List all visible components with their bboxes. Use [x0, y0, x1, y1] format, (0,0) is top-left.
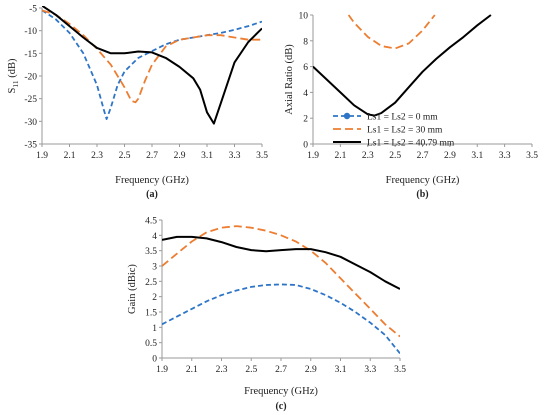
- panel-caption: (a): [146, 189, 158, 200]
- x-tick-label: 2.7: [275, 365, 287, 375]
- legend-label-ls-40: Ls1 = Ls2 = 40.79 mm: [367, 139, 455, 149]
- x-tick-label: 2.9: [444, 151, 456, 161]
- x-tick-label: 3.5: [394, 365, 406, 375]
- x-tick-label: 2.5: [389, 151, 401, 161]
- x-tick-label: 2.1: [334, 151, 346, 161]
- x-tick-label: 2.5: [245, 365, 257, 375]
- x-tick-label: 2.1: [186, 365, 198, 375]
- series-line-ls-0: [42, 9, 262, 120]
- panel-caption: (b): [416, 189, 428, 200]
- series-line-ls-0: [162, 283, 400, 354]
- series-line-ls-40: [313, 14, 492, 117]
- y-axis-label-unit: (dB): [7, 58, 18, 80]
- legend-label-ls-30: Ls1 = Ls2 = 30 mm: [367, 126, 443, 136]
- x-tick-label: 2.3: [91, 151, 103, 161]
- y-tick-label: 3: [152, 263, 157, 273]
- chart-panel-2: 1.9 2.1 2.3 2.5 2.7 2.9 3.1 3.3 3.5 0 2 4 6 8 10 Freque…: [284, 12, 538, 201]
- x-tick-label: 3.1: [471, 151, 483, 161]
- x-tick-label: 2.7: [417, 151, 429, 161]
- y-axis-label-subscript: 11: [11, 80, 20, 87]
- y-tick-label: -20: [24, 73, 37, 83]
- series-line-ls-30: [347, 14, 436, 50]
- legend: Ls1 = Ls2 = 0 mm Ls1 = Ls2 = 30 mm Ls1 = L…: [333, 113, 455, 149]
- y-tick-label: 1.5: [145, 309, 157, 319]
- y-tick-label: -35: [24, 141, 37, 151]
- y-tick-label: 2.5: [145, 278, 157, 288]
- x-tick-label: 2.9: [174, 151, 186, 161]
- x-tick-label: 2.3: [362, 151, 374, 161]
- x-axis-label: Frequency (GHz): [115, 175, 189, 186]
- x-tick-label: 3.3: [499, 151, 511, 161]
- x-tick-label: 2.9: [305, 365, 317, 375]
- series-line-ls-40: [162, 235, 400, 290]
- y-tick-label: 0: [152, 355, 157, 365]
- y-axis-label: Gain (dBic): [127, 264, 138, 314]
- y-tick-label: -5: [29, 5, 37, 15]
- y-tick-label: 4.5: [145, 217, 157, 227]
- x-tick-label: 1.9: [156, 365, 168, 375]
- x-tick-label: 2.3: [216, 365, 228, 375]
- x-tick-label: 3.3: [364, 365, 376, 375]
- legend-marker-ls-0: [343, 112, 351, 120]
- x-axis-label: Frequency (GHz): [244, 386, 318, 397]
- x-tick-label: 3.5: [256, 151, 268, 161]
- x-tick-label: 3.5: [526, 151, 538, 161]
- y-axis-label: Axial Ratio (dB): [284, 44, 295, 115]
- y-tick-label: 4: [152, 232, 157, 242]
- x-tick-label: 2.5: [119, 151, 131, 161]
- legend-label-ls-0: Ls1 = Ls2 = 0 mm: [367, 113, 438, 123]
- y-tick-label: 8: [303, 37, 308, 47]
- y-tick-label: -10: [24, 27, 37, 37]
- y-tick-label: 1: [152, 324, 157, 334]
- series-line-ls-30: [162, 225, 400, 338]
- y-tick-label: 3.5: [145, 247, 157, 257]
- series-line-ls-30: [42, 9, 262, 104]
- y-tick-label: -15: [24, 50, 37, 60]
- y-tick-label: -25: [24, 95, 37, 105]
- panel-caption: (c): [275, 401, 286, 412]
- x-tick-label: 3.1: [201, 151, 213, 161]
- y-tick-label: 0: [303, 141, 308, 151]
- x-axis-label: Frequency (GHz): [386, 175, 460, 186]
- x-tick-label: 3.1: [335, 365, 347, 375]
- y-axis-label-main: S: [7, 87, 18, 93]
- y-tick-label: 10: [299, 12, 309, 22]
- y-tick-label: 2: [303, 115, 308, 125]
- y-tick-label: 2: [152, 293, 157, 303]
- x-tick-label: 1.9: [307, 151, 319, 161]
- series-line-ls-40: [42, 6, 262, 125]
- y-axis-label: S11 (dB): [7, 58, 20, 93]
- x-tick-label: 2.1: [64, 151, 76, 161]
- chart-panel-1: 1.9 2.1 2.3 2.5 2.7 2.9 3.1 3.3 3.5 -35 -30 -25 -20 -…: [7, 5, 268, 201]
- y-tick-label: -30: [24, 118, 37, 128]
- y-tick-label: 4: [303, 89, 308, 99]
- y-tick-label: 6: [303, 63, 308, 73]
- x-tick-label: 2.7: [146, 151, 158, 161]
- y-tick-label: 0.5: [145, 339, 157, 349]
- chart-panel-3: 1.9 2.1 2.3 2.5 2.7 2.9 3.1 3.3 3.5 0 0.5 1 1.5 2 2.5 3…: [127, 217, 406, 413]
- x-tick-label: 1.9: [36, 151, 48, 161]
- x-tick-label: 3.3: [229, 151, 241, 161]
